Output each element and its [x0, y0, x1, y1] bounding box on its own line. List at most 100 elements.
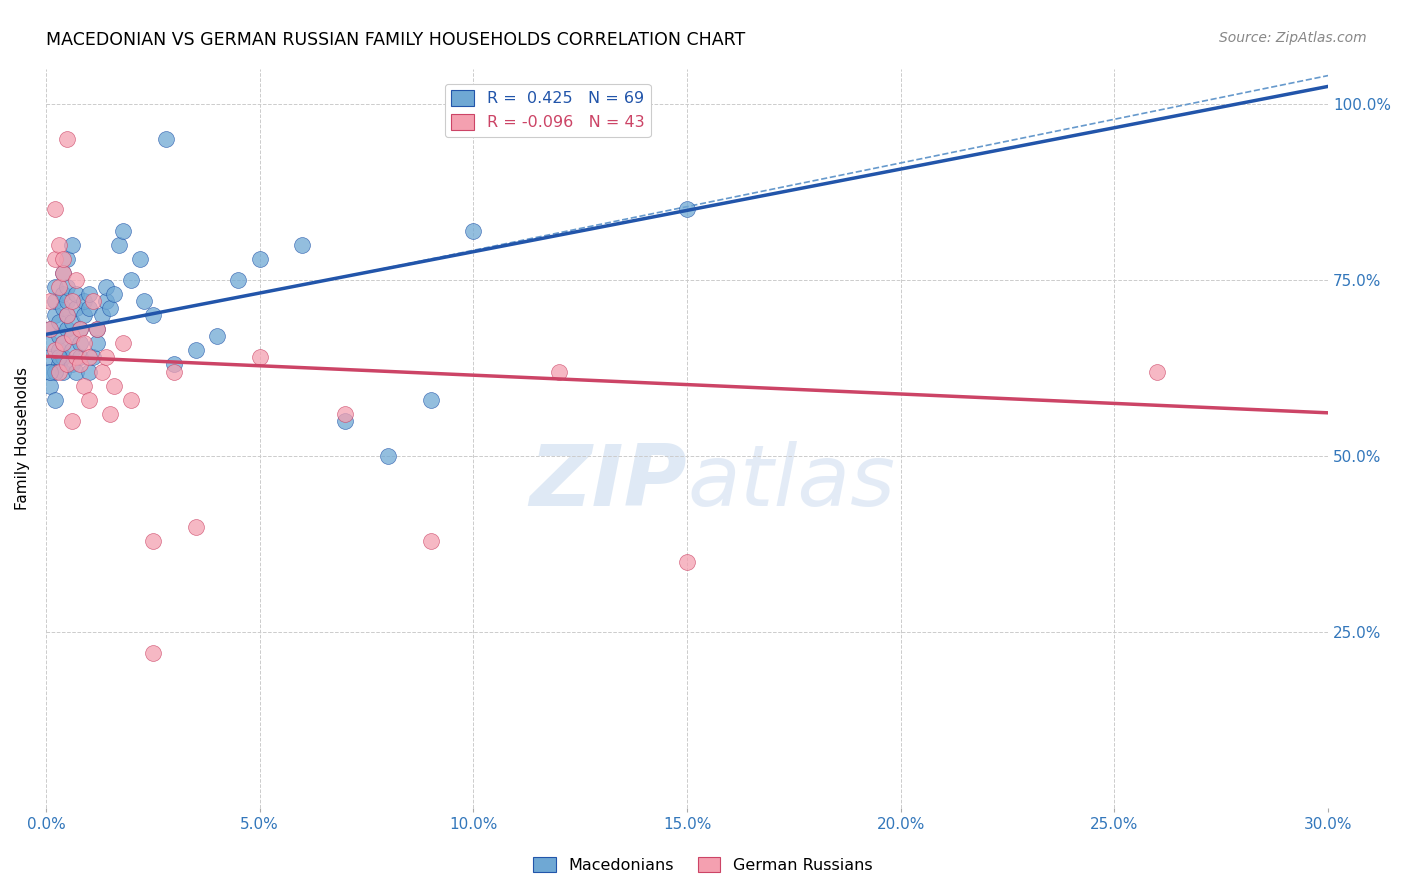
- Point: [52, 287, 75, 301]
- Point: [184, 343, 207, 358]
- Point: [48, 329, 70, 343]
- Point: [77, 301, 100, 315]
- Point: [142, 533, 165, 548]
- Point: [39, 293, 62, 308]
- Text: Source: ZipAtlas.com: Source: ZipAtlas.com: [1219, 31, 1367, 45]
- Point: [44, 252, 66, 266]
- Point: [90, 364, 112, 378]
- Point: [463, 224, 485, 238]
- Point: [56, 308, 79, 322]
- Point: [56, 322, 79, 336]
- Point: [60, 343, 83, 358]
- Point: [333, 414, 356, 428]
- Point: [44, 392, 66, 407]
- Point: [77, 287, 100, 301]
- Point: [82, 351, 104, 365]
- Point: [69, 351, 91, 365]
- Point: [94, 351, 117, 365]
- Point: [86, 336, 108, 351]
- Point: [77, 364, 100, 378]
- Point: [52, 336, 75, 351]
- Point: [155, 132, 177, 146]
- Point: [52, 266, 75, 280]
- Point: [73, 378, 96, 392]
- Text: ZIP: ZIP: [530, 442, 688, 524]
- Point: [48, 343, 70, 358]
- Y-axis label: Family Households: Family Households: [15, 367, 30, 510]
- Point: [48, 315, 70, 329]
- Point: [129, 252, 152, 266]
- Point: [48, 237, 70, 252]
- Point: [65, 364, 87, 378]
- Point: [56, 252, 79, 266]
- Point: [56, 358, 79, 372]
- Point: [48, 358, 70, 372]
- Point: [52, 364, 75, 378]
- Point: [44, 280, 66, 294]
- Point: [94, 280, 117, 294]
- Legend: Macedonians, German Russians: Macedonians, German Russians: [527, 851, 879, 880]
- Point: [44, 293, 66, 308]
- Point: [86, 322, 108, 336]
- Point: [60, 329, 83, 343]
- Point: [65, 273, 87, 287]
- Point: [73, 308, 96, 322]
- Point: [69, 336, 91, 351]
- Point: [134, 293, 156, 308]
- Point: [676, 202, 699, 217]
- Point: [94, 293, 117, 308]
- Point: [103, 378, 125, 392]
- Point: [333, 407, 356, 421]
- Point: [205, 329, 228, 343]
- Point: [56, 132, 79, 146]
- Point: [69, 322, 91, 336]
- Point: [1146, 364, 1168, 378]
- Point: [48, 364, 70, 378]
- Point: [39, 322, 62, 336]
- Point: [52, 336, 75, 351]
- Point: [69, 358, 91, 372]
- Point: [547, 364, 569, 378]
- Point: [111, 224, 134, 238]
- Point: [52, 301, 75, 315]
- Point: [69, 322, 91, 336]
- Point: [39, 351, 62, 365]
- Text: atlas: atlas: [688, 442, 896, 524]
- Point: [107, 237, 129, 252]
- Point: [44, 202, 66, 217]
- Point: [98, 301, 121, 315]
- Point: [377, 449, 399, 463]
- Point: [98, 407, 121, 421]
- Point: [291, 237, 314, 252]
- Point: [249, 252, 271, 266]
- Point: [44, 308, 66, 322]
- Point: [56, 293, 79, 308]
- Point: [39, 378, 62, 392]
- Point: [39, 336, 62, 351]
- Point: [56, 280, 79, 294]
- Point: [60, 237, 83, 252]
- Point: [142, 308, 165, 322]
- Point: [56, 308, 79, 322]
- Point: [44, 364, 66, 378]
- Point: [65, 287, 87, 301]
- Point: [82, 293, 104, 308]
- Point: [86, 322, 108, 336]
- Point: [60, 315, 83, 329]
- Point: [676, 555, 699, 569]
- Point: [184, 519, 207, 533]
- Point: [65, 351, 87, 365]
- Point: [48, 351, 70, 365]
- Point: [77, 351, 100, 365]
- Point: [419, 392, 441, 407]
- Point: [77, 392, 100, 407]
- Legend: R =  0.425   N = 69, R = -0.096   N = 43: R = 0.425 N = 69, R = -0.096 N = 43: [446, 84, 651, 136]
- Point: [52, 266, 75, 280]
- Point: [39, 364, 62, 378]
- Point: [163, 358, 186, 372]
- Point: [419, 533, 441, 548]
- Point: [44, 343, 66, 358]
- Point: [73, 293, 96, 308]
- Point: [73, 336, 96, 351]
- Point: [120, 392, 142, 407]
